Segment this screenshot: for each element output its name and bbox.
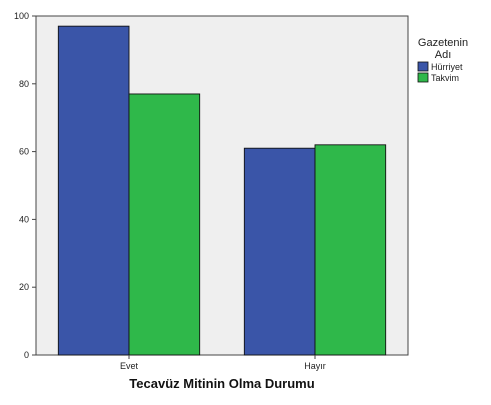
bar-h-rriyet-1	[243, 147, 316, 356]
bar-takvim-1	[314, 144, 387, 356]
x-axis-title: Tecavüz Mitinin Olma Durumu	[129, 376, 314, 391]
legend-swatch-hurriyet	[417, 61, 429, 72]
legend-label-hurriyet: Hürriyet	[431, 62, 463, 72]
y-tick-label: 20	[19, 282, 29, 292]
legend-label-takvim: Takvim	[431, 73, 459, 83]
x-tick-label: Hayır	[304, 361, 326, 371]
y-tick-label: 40	[19, 214, 29, 224]
legend: Gazetenin Adı Hürriyet Takvim	[417, 37, 468, 83]
y-tick-label: 100	[14, 11, 29, 21]
x-axis: Evet Hayır	[120, 355, 326, 371]
legend-title-line-1: Gazetenin	[418, 37, 468, 49]
legend-swatch-takvim	[417, 72, 429, 83]
y-tick-label: 80	[19, 79, 29, 89]
x-tick-label: Evet	[120, 361, 139, 371]
bar-h-rriyet-0	[57, 25, 130, 356]
y-axis: 0 20 40 60 80 100	[14, 11, 36, 360]
legend-title-line-2: Adı	[435, 49, 452, 61]
y-tick-label: 60	[19, 147, 29, 157]
y-tick-label: 0	[24, 350, 29, 360]
bars-group	[57, 25, 387, 356]
bar-takvim-0	[128, 93, 201, 356]
